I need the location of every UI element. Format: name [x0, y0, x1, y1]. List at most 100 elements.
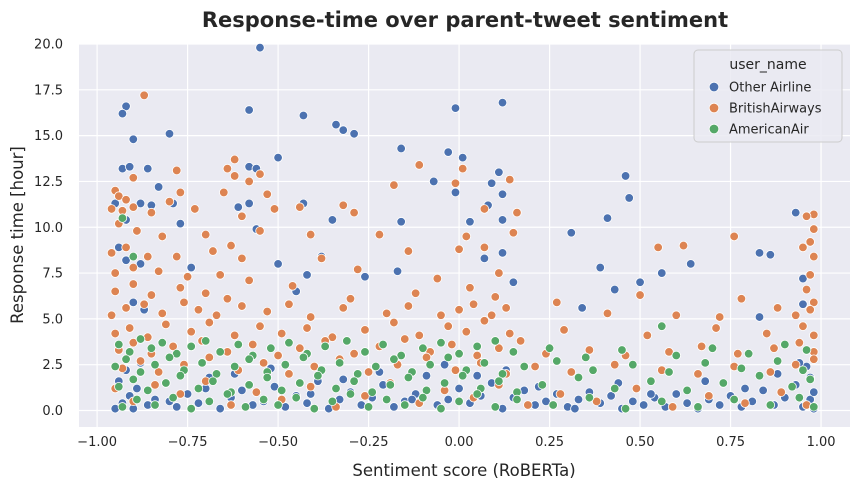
- y-tick-label: 20.0: [34, 38, 63, 53]
- legend-box: [693, 49, 843, 143]
- y-tick-label: 17.5: [34, 83, 63, 98]
- data-point: [338, 200, 348, 210]
- data-point: [743, 348, 754, 359]
- data-point: [215, 403, 225, 414]
- data-point: [139, 90, 149, 101]
- data-point: [537, 380, 548, 390]
- data-point: [233, 202, 243, 212]
- data-point: [132, 226, 142, 236]
- data-point: [443, 321, 453, 331]
- data-point: [461, 327, 472, 337]
- data-point: [363, 367, 374, 377]
- data-point: [284, 299, 294, 309]
- data-point: [700, 376, 710, 386]
- data-point: [610, 284, 620, 295]
- data-point: [143, 251, 153, 262]
- data-point: [512, 394, 522, 405]
- data-point: [671, 389, 681, 399]
- data-point: [454, 348, 464, 359]
- data-point: [544, 343, 555, 353]
- data-point: [255, 321, 265, 331]
- data-point: [791, 359, 801, 370]
- data-point: [740, 383, 750, 394]
- data-point: [244, 198, 254, 209]
- data-point: [255, 169, 265, 179]
- data-point: [610, 359, 620, 370]
- data-point: [295, 343, 305, 353]
- data-point: [461, 231, 472, 242]
- data-point: [628, 359, 638, 370]
- data-point: [490, 402, 500, 412]
- data-point: [465, 283, 475, 293]
- legend-label: Other Airline: [729, 81, 811, 96]
- data-point: [610, 383, 620, 394]
- data-point: [338, 125, 348, 135]
- data-point: [631, 383, 642, 394]
- data-point: [106, 310, 117, 320]
- data-point: [389, 354, 399, 364]
- x-tick-label: −0.75: [168, 435, 208, 450]
- data-point: [172, 251, 182, 262]
- x-tick-label: −1.00: [77, 435, 117, 450]
- data-points: [106, 42, 819, 414]
- data-point: [226, 240, 236, 251]
- data-point: [486, 178, 497, 188]
- data-point: [421, 352, 432, 363]
- data-point: [153, 266, 164, 276]
- data-point: [251, 387, 262, 397]
- data-point: [266, 343, 276, 353]
- data-point: [566, 367, 576, 377]
- data-point: [443, 147, 453, 157]
- data-point: [772, 356, 783, 366]
- data-point: [566, 228, 576, 238]
- data-point: [678, 240, 689, 251]
- data-point: [693, 369, 703, 379]
- data-point: [620, 403, 631, 414]
- data-point: [454, 383, 464, 394]
- data-point: [135, 356, 146, 366]
- data-point: [805, 270, 815, 280]
- data-point: [468, 299, 479, 309]
- data-point: [211, 369, 222, 379]
- data-point: [809, 224, 819, 234]
- data-point: [392, 266, 403, 276]
- data-point: [186, 341, 196, 352]
- data-point: [512, 207, 522, 218]
- data-point: [175, 218, 186, 229]
- data-point: [240, 402, 251, 412]
- data-point: [255, 226, 265, 236]
- data-point: [765, 400, 776, 410]
- data-point: [494, 343, 504, 353]
- data-point: [190, 204, 200, 214]
- data-point: [273, 400, 283, 410]
- data-point: [244, 275, 254, 286]
- chart-title: Response-time over parent-tweet sentimen…: [202, 8, 728, 32]
- data-point: [403, 301, 414, 311]
- data-point: [237, 211, 247, 221]
- data-point: [237, 385, 247, 396]
- data-point: [657, 321, 667, 331]
- data-point: [143, 385, 153, 396]
- data-point: [226, 400, 236, 410]
- data-point: [552, 356, 562, 366]
- x-tick-label: 1.00: [807, 435, 836, 450]
- data-point: [284, 369, 294, 379]
- data-point: [479, 316, 490, 326]
- data-point: [244, 176, 254, 187]
- data-point: [132, 383, 142, 394]
- data-point: [287, 281, 298, 291]
- data-point: [635, 290, 645, 300]
- data-point: [291, 392, 301, 403]
- data-point: [374, 229, 385, 240]
- data-point: [439, 359, 450, 370]
- data-point: [436, 338, 446, 348]
- data-point: [588, 365, 598, 375]
- data-point: [248, 339, 258, 350]
- data-point: [577, 303, 587, 313]
- y-tick-label: 2.5: [42, 358, 63, 373]
- data-point: [302, 398, 312, 408]
- data-point: [121, 242, 131, 253]
- data-point: [316, 253, 327, 264]
- data-point: [186, 327, 196, 337]
- data-point: [798, 321, 808, 331]
